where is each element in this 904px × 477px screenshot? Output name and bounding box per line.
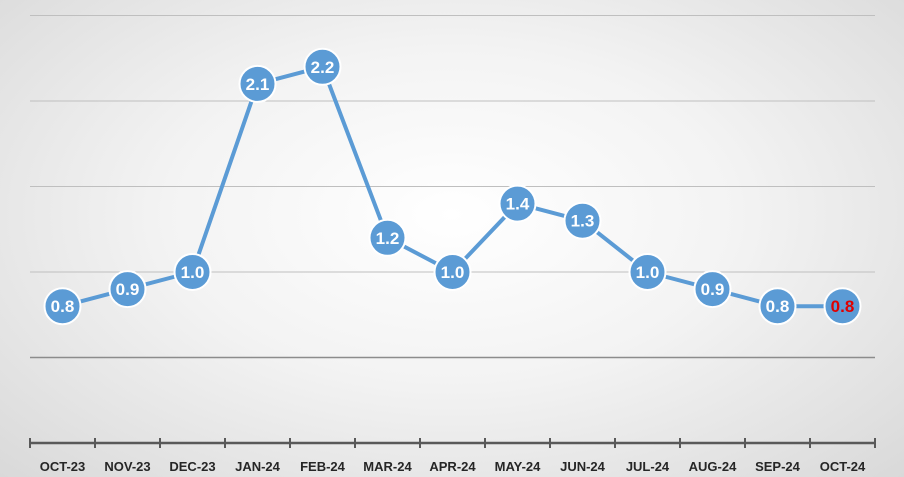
data-label: 0.8 — [766, 297, 790, 316]
x-tick-label: APR-24 — [429, 459, 476, 474]
data-label: 2.2 — [311, 58, 335, 77]
x-tick-label: AUG-24 — [689, 459, 737, 474]
data-point — [758, 287, 797, 326]
data-label: 1.0 — [636, 263, 660, 282]
x-tick-label: MAR-24 — [363, 459, 412, 474]
data-markers: 0.8 0.9 1.0 2.1 2.2 1.2 1.0 1.4 1.3 1.0 0.9 0.8 0.8 — [43, 47, 862, 326]
data-label: 0.9 — [701, 280, 725, 299]
data-point — [303, 47, 342, 86]
data-label: 0.9 — [116, 280, 140, 299]
data-label: 0.8 — [51, 297, 75, 316]
x-tick-label: SEP-24 — [755, 459, 801, 474]
x-tick-label: OCT-24 — [820, 459, 866, 474]
data-point — [108, 270, 147, 309]
data-point — [43, 287, 82, 326]
data-label: 1.4 — [506, 195, 530, 214]
data-label: 2.1 — [246, 75, 270, 94]
x-tick-label: OCT-23 — [40, 459, 86, 474]
data-point — [498, 184, 537, 223]
data-point — [823, 287, 862, 326]
data-label: 1.3 — [571, 212, 595, 231]
data-point — [433, 253, 472, 291]
data-label: 1.2 — [376, 229, 400, 248]
data-point — [173, 253, 212, 291]
x-tick-label: MAY-24 — [495, 459, 542, 474]
x-tick-label: JAN-24 — [235, 459, 281, 474]
data-point — [693, 270, 732, 309]
x-tick-label: JUL-24 — [626, 459, 670, 474]
data-point — [628, 253, 667, 291]
data-point — [563, 201, 602, 240]
data-point — [238, 64, 277, 103]
x-tick-label: DEC-23 — [169, 459, 215, 474]
x-tick-label: FEB-24 — [300, 459, 346, 474]
x-axis: OCT-23 NOV-23 DEC-23 JAN-24 FEB-24 MAR-24 APR-… — [29, 438, 876, 474]
gridlines — [30, 15, 875, 359]
x-tick-label: NOV-23 — [104, 459, 150, 474]
data-label: 1.0 — [181, 263, 205, 282]
x-tick-label: JUN-24 — [560, 459, 606, 474]
data-point — [368, 218, 407, 257]
data-label: 0.8 — [831, 297, 855, 316]
data-label: 1.0 — [441, 263, 465, 282]
